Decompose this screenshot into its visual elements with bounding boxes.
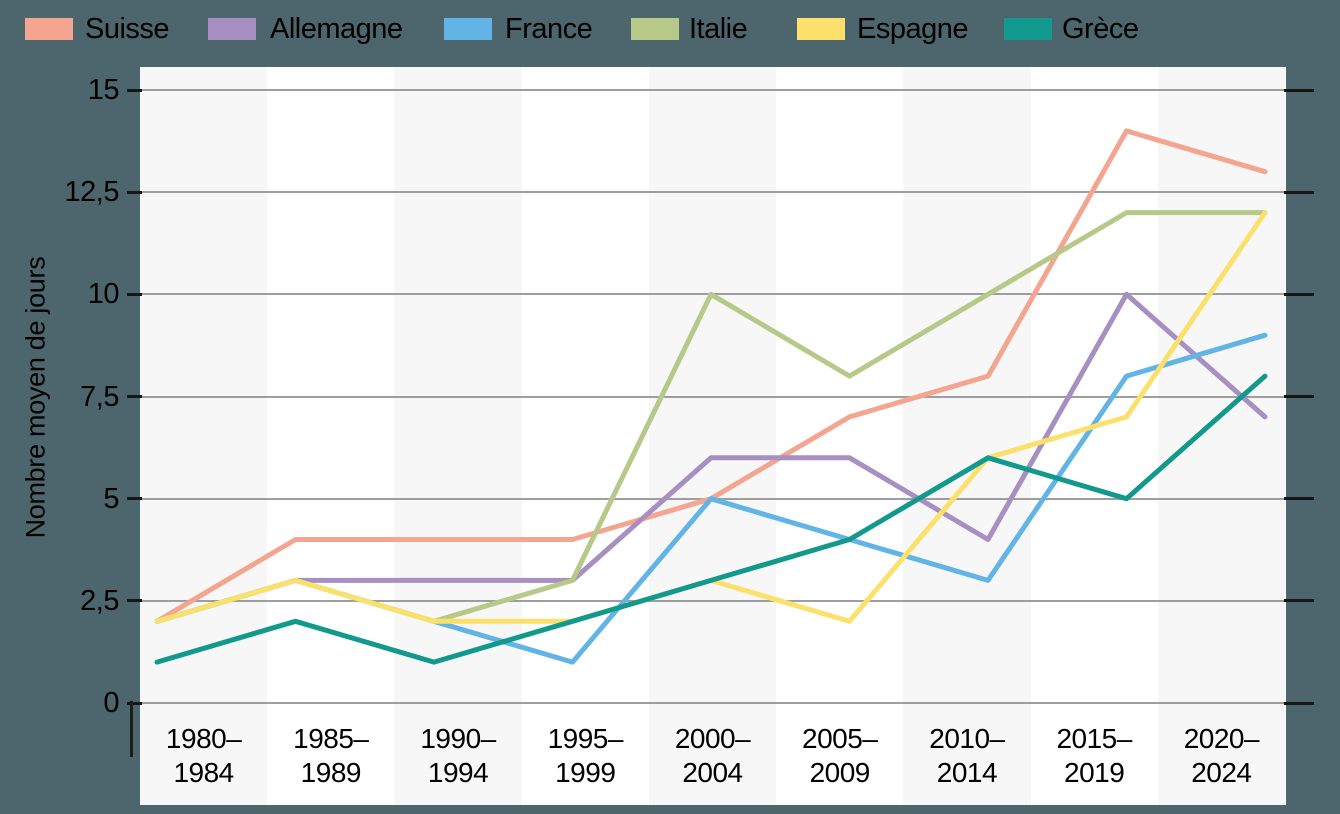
plot-stripe — [648, 67, 777, 805]
y-axis-title: Nombre moyen de jours — [20, 256, 51, 539]
tick-mark — [127, 497, 142, 501]
tick-mark — [127, 88, 142, 92]
legend-swatch — [797, 18, 845, 40]
x-tick-label: 2010– 2014 — [929, 723, 1005, 788]
plot-stripe — [1157, 67, 1286, 805]
tick-mark — [1284, 292, 1314, 296]
series-line-suisse — [154, 128, 1268, 624]
legend-label: Espagne — [857, 13, 969, 45]
tick-mark — [1284, 190, 1314, 194]
plot-stripe — [903, 67, 1032, 805]
tick-mark — [127, 395, 142, 398]
y-tick-label: 10 — [87, 278, 120, 311]
legend-swatch — [25, 18, 73, 40]
legend-swatch — [631, 18, 679, 40]
y-tick-label: 7,5 — [80, 380, 119, 413]
x-tick-label: 2005– 2009 — [802, 723, 878, 788]
x-tick-label: 2020– 2024 — [1183, 723, 1260, 788]
plot-stripe — [267, 67, 395, 805]
series-line-grece — [154, 373, 1268, 665]
legend-swatch — [208, 18, 256, 40]
series-line-france — [154, 332, 1268, 665]
tick-mark — [127, 292, 142, 296]
plot-stripe — [140, 67, 268, 805]
legend-label: Suisse — [85, 13, 170, 45]
legend-swatch — [1004, 18, 1052, 40]
tick-mark — [1284, 701, 1314, 705]
tick-mark — [1284, 88, 1314, 92]
tick-mark — [127, 190, 142, 194]
legend-label: Grèce — [1062, 13, 1139, 45]
legend-swatch — [444, 18, 492, 40]
plot-stripe — [394, 67, 523, 805]
x-tick-label: 2015– 2019 — [1056, 723, 1132, 788]
gridline — [140, 702, 1285, 704]
tick-mark — [127, 599, 142, 603]
x-tick-label: 1990– 1994 — [420, 723, 496, 788]
x-tick-label: 2000– 2004 — [674, 723, 751, 788]
tick-mark — [1284, 395, 1314, 398]
legend-label: Allemagne — [270, 13, 403, 45]
axis-edge-tick — [130, 701, 133, 757]
y-tick-label: 15 — [87, 74, 120, 106]
x-tick-label: 1995– 1999 — [547, 723, 624, 788]
tick-mark — [1284, 599, 1314, 603]
legend-label: Italie — [689, 13, 748, 45]
tick-mark — [1284, 497, 1314, 501]
y-tick-label: 0 — [103, 687, 119, 719]
x-tick-label: 1985– 1989 — [293, 723, 369, 788]
gridline — [140, 191, 1285, 194]
gridline — [140, 89, 1285, 91]
gridline — [140, 395, 1285, 398]
series-line-allemagne — [154, 291, 1268, 624]
y-tick-label: 12,5 — [64, 176, 120, 209]
plot-stripe — [776, 67, 904, 805]
x-tick-label: 1980– 1984 — [165, 723, 242, 788]
y-tick-label: 2,5 — [80, 584, 119, 617]
legend-label: France — [505, 13, 593, 45]
gridline — [140, 599, 1285, 602]
tick-mark — [127, 701, 142, 705]
y-tick-label: 5 — [103, 482, 119, 515]
plot-stripe — [521, 67, 650, 805]
